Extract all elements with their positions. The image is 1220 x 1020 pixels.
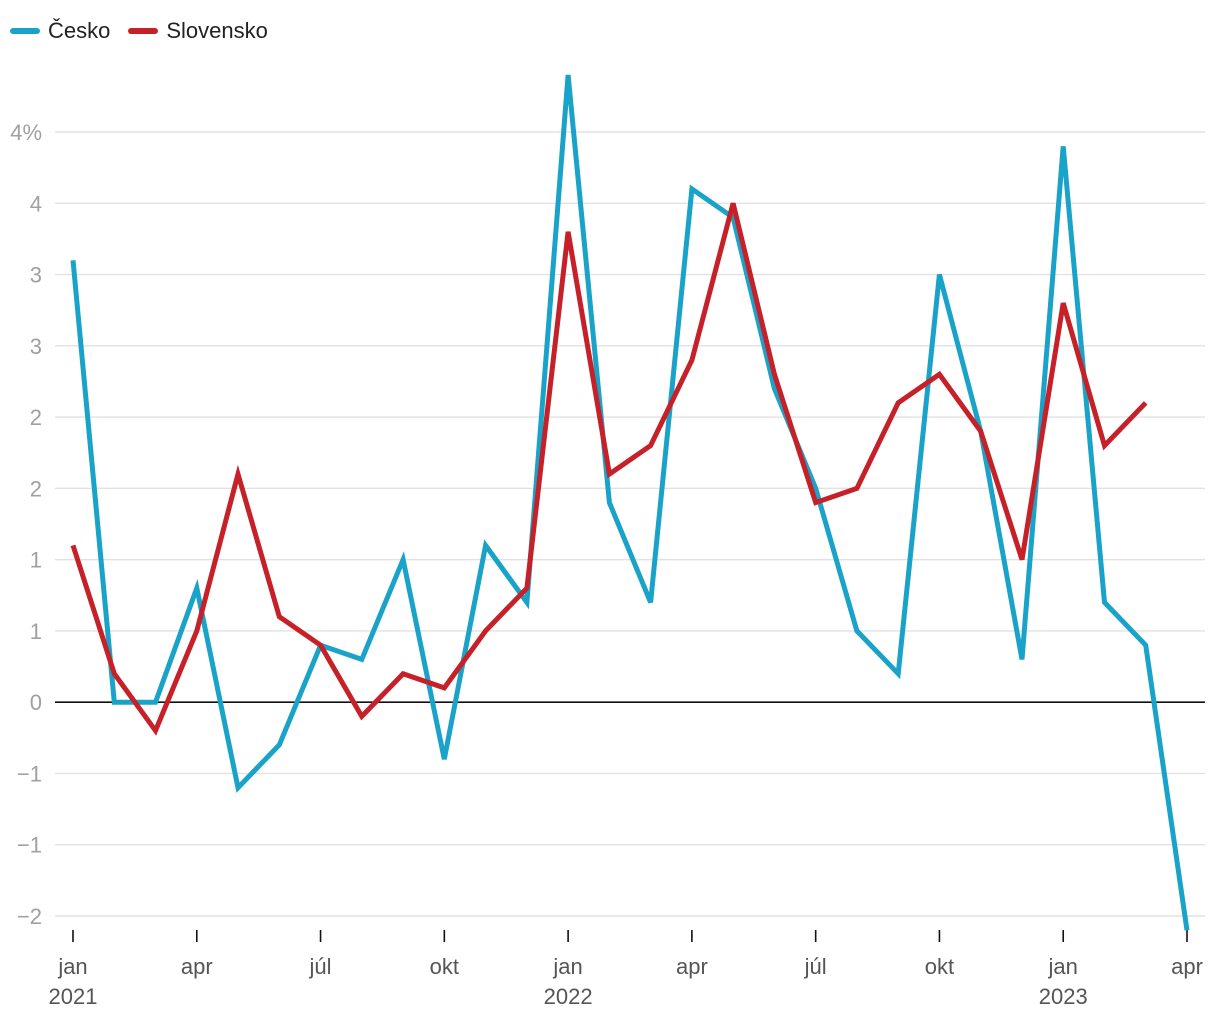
x-tick-year: 2021 [49,984,98,1009]
y-tick-label: 4 [30,191,42,216]
y-tick-label: 2 [30,405,42,430]
x-tick-label: okt [925,954,954,979]
legend-swatch-slovensko [128,28,159,34]
x-tick-year: 2023 [1039,984,1088,1009]
y-tick-label: 3 [30,263,42,288]
legend-item-slovensko[interactable]: Slovensko [128,18,268,44]
legend-swatch-cesko [10,28,40,34]
y-tick-label: 1 [30,619,42,644]
y-tick-label: 0 [30,690,42,715]
x-tick-label: apr [1171,954,1203,979]
series-line-cesko [70,74,1190,931]
y-tick-label: 4% [10,120,42,145]
y-tick-label: 2 [30,476,42,501]
legend-item-cesko[interactable]: Česko [10,18,110,44]
x-tick-label: júl [804,954,827,979]
x-tick-label: jan [552,954,582,979]
series-line-slovensko [70,202,1148,736]
legend-label-cesko: Česko [48,18,111,43]
legend: Česko Slovensko [10,18,268,44]
x-tick-label: jan [1048,954,1078,979]
x-tick-label: apr [676,954,708,979]
x-tick-label: okt [430,954,459,979]
y-tick-label: −2 [17,904,42,929]
y-tick-label: −1 [17,761,42,786]
x-tick-label: júl [309,954,332,979]
legend-label-slovensko: Slovensko [166,18,268,43]
x-tick-label: apr [181,954,213,979]
y-tick-label: −1 [17,833,42,858]
x-tick-year: 2022 [544,984,593,1009]
y-tick-label: 1 [30,548,42,573]
x-tick-label: jan [57,954,87,979]
y-tick-label: 3 [30,334,42,359]
